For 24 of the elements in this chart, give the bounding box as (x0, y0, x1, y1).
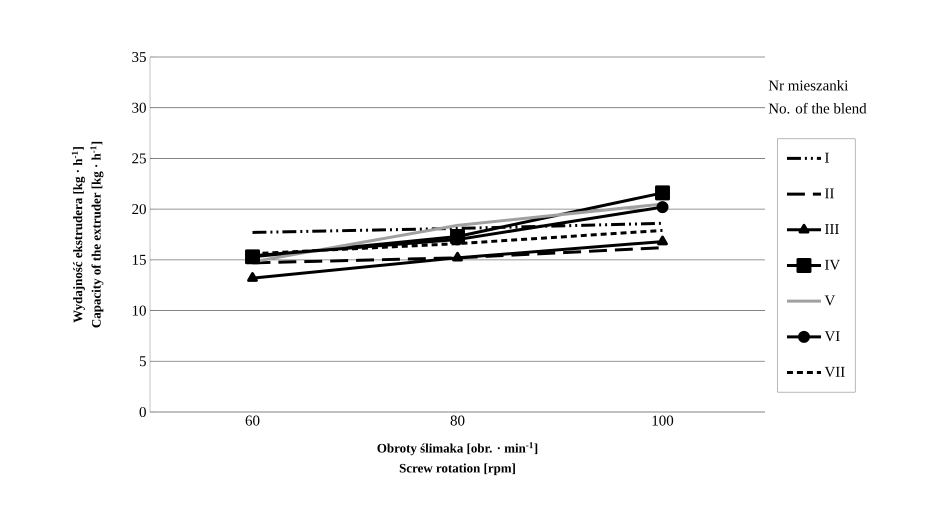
legend-label: I (825, 152, 829, 163)
y-tick-label: 15 (132, 254, 146, 265)
y-tick-label: 25 (132, 153, 146, 164)
y-tick-label: 35 (132, 52, 146, 62)
legend-label: VII (824, 366, 845, 377)
legend-label: IV (825, 260, 840, 270)
x-tick-label: 60 (246, 416, 260, 426)
x-tick-label: 100 (652, 416, 674, 426)
legend-title: Nr mieszanki (768, 80, 848, 91)
text: Screw rotation [rpm] (400, 463, 515, 476)
text: No. of the blend (768, 102, 866, 114)
y-tick-label: 5 (140, 356, 146, 366)
y-tick-label: 0 (140, 406, 146, 418)
text: Capacity of the extruder [kg · h$^{-1}$] (90, 142, 104, 328)
x-axis-title: Obroty ślimaka [obr. · min$^{-1}$] (377, 442, 538, 456)
legend-label: V (824, 296, 836, 306)
y-axis-title: Wydajność ekstrudera [kg · h$^{-1}$] (72, 147, 85, 323)
legend-label: II (825, 188, 834, 198)
legend-label: III (825, 224, 839, 234)
y-tick-label: 30 (132, 102, 146, 113)
y-tick-label: 20 (132, 204, 146, 214)
y-tick-label: 10 (132, 306, 146, 316)
x-tick-label: 80 (450, 416, 464, 426)
legend-label: VI (824, 331, 840, 342)
